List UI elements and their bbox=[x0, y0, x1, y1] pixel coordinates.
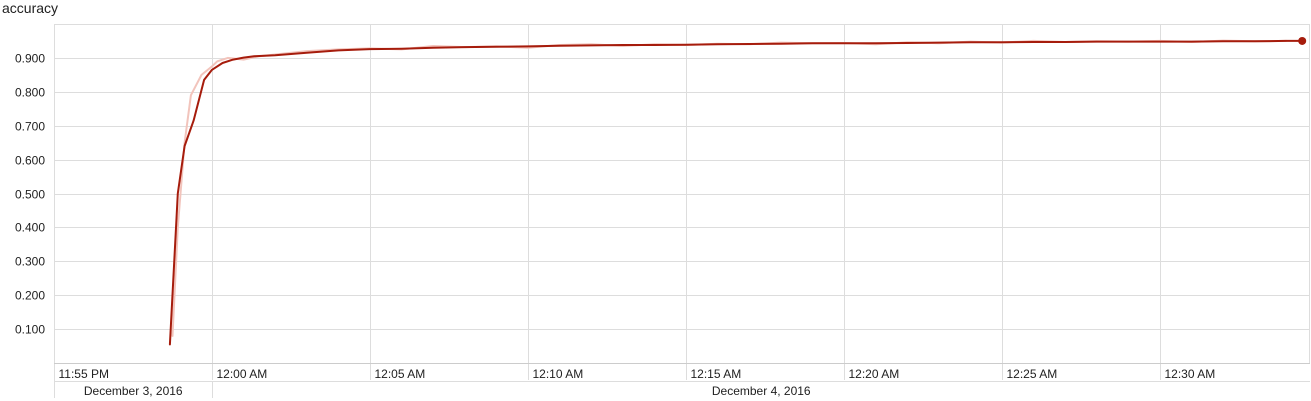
date-label: December 3, 2016 bbox=[84, 384, 183, 398]
y-tick-label: 0.100 bbox=[15, 323, 45, 337]
grid-layer bbox=[54, 24, 1310, 398]
y-tick-label: 0.200 bbox=[15, 289, 45, 303]
y-tick-label: 0.400 bbox=[15, 221, 45, 235]
date-label: December 4, 2016 bbox=[712, 384, 811, 398]
x-tick-label: 12:20 AM bbox=[849, 367, 900, 381]
y-tick-label: 0.500 bbox=[15, 188, 45, 202]
y-tick-label: 0.300 bbox=[15, 255, 45, 269]
x-tick-label: 12:30 AM bbox=[1165, 367, 1216, 381]
x-tick-label: 12:00 AM bbox=[217, 367, 268, 381]
y-tick-label: 0.900 bbox=[15, 52, 45, 66]
x-tick-label: 12:25 AM bbox=[1007, 367, 1058, 381]
x-tick-label: 12:15 AM bbox=[691, 367, 742, 381]
smoothed-accuracy-line bbox=[168, 39, 1304, 346]
last-point-marker bbox=[1298, 36, 1307, 45]
x-tick-label: 12:10 AM bbox=[533, 367, 584, 381]
y-tick-label: 0.600 bbox=[15, 154, 45, 168]
axis-layer: 0.100 0.200 0.300 0.400 0.500 0.600 0.700 0.800… bbox=[15, 52, 1215, 399]
raw-accuracy-line bbox=[171, 39, 1288, 337]
y-tick-label: 0.800 bbox=[15, 86, 45, 100]
x-tick-label: 11:55 PM bbox=[59, 367, 109, 381]
chart-title: accuracy bbox=[2, 0, 59, 16]
y-tick-label: 0.700 bbox=[15, 120, 45, 134]
series-layer bbox=[168, 36, 1307, 346]
x-tick-label: 12:05 AM bbox=[375, 367, 426, 381]
